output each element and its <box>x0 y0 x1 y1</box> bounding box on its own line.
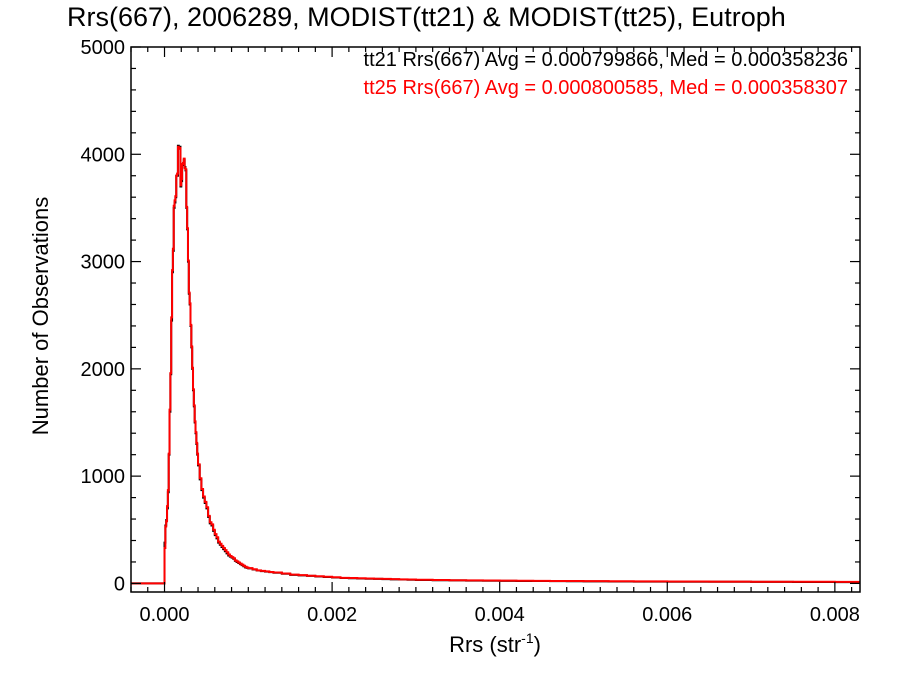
x-tick-label: 0.000 <box>139 604 189 626</box>
x-axis-label-superscript: -1 <box>521 630 534 646</box>
series-line-tt21 <box>131 144 860 585</box>
y-tick-label: 0 <box>114 573 125 595</box>
x-tick-label: 0.006 <box>642 604 692 626</box>
y-axis-label: Number of Observations <box>28 197 53 435</box>
plot-frame <box>130 46 861 593</box>
y-tick-label: 5000 <box>81 37 126 59</box>
x-tick-label: 0.004 <box>475 604 525 626</box>
x-tick-label: 0.002 <box>307 604 357 626</box>
x-axis-label-end: ) <box>534 632 541 657</box>
legend-entry-tt21: tt21 Rrs(667) Avg = 0.000799866, Med = 0… <box>364 49 848 71</box>
legend-entry-tt25: tt25 Rrs(667) Avg = 0.000800585, Med = 0… <box>364 77 848 99</box>
x-tick-label: 0.008 <box>810 604 860 626</box>
y-tick-label: 3000 <box>81 252 126 274</box>
ticks-layer: 0.000 0.002 0.004 0.006 0.008 0 1000 2000 3000 40… <box>81 37 860 626</box>
series-layer <box>131 144 860 585</box>
y-tick-label: 1000 <box>81 466 126 488</box>
chart-title: Rrs(667), 2006289, MODIST(tt21) & MODIST… <box>67 2 786 32</box>
y-tick-label: 2000 <box>81 359 126 381</box>
series-line-tt25 <box>131 145 860 585</box>
y-tick-label: 4000 <box>81 144 126 166</box>
x-axis-label: Rrs (str-1) <box>449 630 541 657</box>
x-axis-label-base: Rrs (str <box>449 632 521 657</box>
